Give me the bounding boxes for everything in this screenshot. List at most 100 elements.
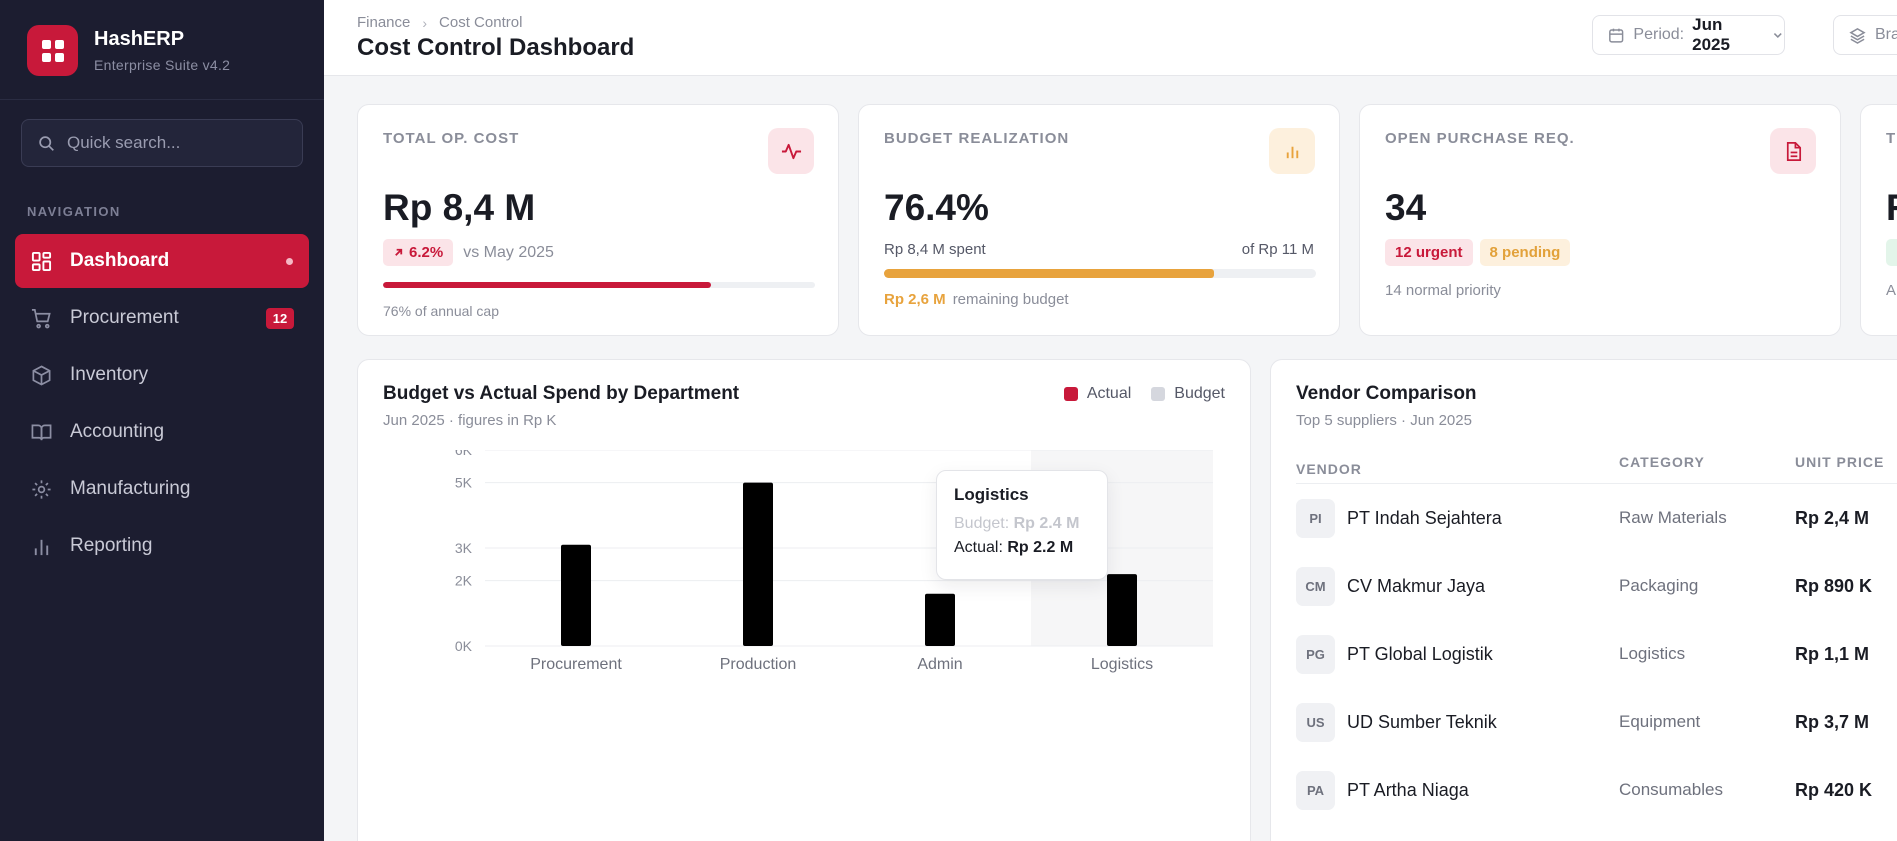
kpi-card-open-purchase[interactable]: OPEN PURCHASE REQ. 34 12 urgent 8 pendin… — [1359, 104, 1841, 336]
bar-chart-icon — [1269, 128, 1315, 174]
table-row[interactable]: PI PT Indah Sejahtera Raw Materials Rp 2,… — [1296, 484, 1897, 552]
breadcrumb: Finance › Cost Control — [357, 14, 522, 31]
brand-subtitle: Enterprise Suite v4.2 — [94, 57, 231, 73]
bar-actual — [561, 544, 591, 646]
x-tick-label: Production — [720, 656, 797, 673]
kpi-label: TOTAL OP. COST — [383, 130, 520, 147]
kpi-value: 34 — [1385, 187, 1427, 228]
chart-tooltip: Logistics Budget: Rp 2.4 M Actual: Rp 2.… — [936, 470, 1108, 580]
nav-heading: NAVIGATION — [27, 204, 121, 219]
nav-item-label: Manufacturing — [70, 478, 191, 499]
vendor-title: Vendor Comparison — [1296, 383, 1477, 404]
search-icon — [39, 135, 54, 151]
layers-icon — [1849, 27, 1866, 44]
vendor-avatar: US — [1296, 702, 1335, 742]
progress-caption: 76% of annual cap — [383, 303, 499, 319]
search-input[interactable] — [67, 133, 287, 153]
sidebar: HashERP Enterprise Suite v4.2 NAVIGATION… — [0, 0, 324, 841]
bar-chart-icon — [34, 539, 49, 555]
annual-cap-progress-bar — [383, 282, 815, 288]
search-box[interactable] — [21, 119, 303, 167]
box-icon — [32, 364, 51, 386]
period-label: Period: — [1633, 26, 1685, 43]
legend-item-actual[interactable]: Actual — [1063, 385, 1131, 403]
kpi-label: T — [1886, 130, 1897, 147]
table-row[interactable]: PA PT Artha Niaga Consumables Rp 420 K — [1296, 756, 1897, 824]
nav-item-dashboard[interactable]: Dashboard — [15, 234, 309, 288]
kpi-value: R — [1886, 187, 1897, 229]
x-tick-label: Logistics — [1091, 656, 1153, 673]
page-title: Cost Control Dashboard — [357, 34, 635, 61]
legend-item-budget[interactable]: Budget — [1151, 385, 1225, 403]
vendor-category: Logistics — [1619, 644, 1686, 663]
procurement-count-badge: 12 — [266, 308, 294, 329]
brand[interactable]: HashERP Enterprise Suite v4.2 — [27, 25, 230, 76]
tooltip-actual-value: Rp 2.2 M — [1007, 539, 1074, 556]
document-icon — [1770, 128, 1816, 174]
tooltip-actual-label: Actual: — [954, 539, 1003, 556]
bar-actual — [1107, 574, 1137, 646]
period-selector[interactable]: Period: Jun 2025 — [1592, 15, 1785, 55]
kpi-card-fourth[interactable]: T R A — [1860, 104, 1897, 336]
vendor-category: Equipment — [1619, 712, 1701, 731]
tooltip-title: Logistics — [954, 485, 1029, 504]
y-tick-label: 5K — [455, 475, 473, 491]
column-header-unit-price[interactable]: UNIT PRICE — [1795, 454, 1885, 470]
vendor-avatar: PA — [1296, 770, 1335, 810]
table-row[interactable]: PG PT Global Logistik Logistics Rp 1,1 M — [1296, 620, 1897, 688]
vendor-price: Rp 420 K — [1795, 779, 1873, 800]
budget-progress-bar — [884, 269, 1316, 278]
vendor-price: Rp 1,1 M — [1795, 643, 1870, 664]
nav-item-reporting[interactable]: Reporting — [15, 519, 309, 573]
top-header: Finance › Cost Control Cost Control Dash… — [324, 0, 1897, 76]
legend-swatch-budget — [1151, 387, 1166, 401]
vendor-price: Rp 890 K — [1795, 575, 1873, 596]
nav-item-inventory[interactable]: Inventory — [15, 348, 309, 402]
kpi-note: A — [1886, 282, 1897, 299]
table-row[interactable]: CM CV Makmur Jaya Packaging Rp 890 K — [1296, 552, 1897, 620]
table-row[interactable]: US UD Sumber Teknik Equipment Rp 3,7 M — [1296, 688, 1897, 756]
chart-subtitle: Jun 2025 · figures in Rp K — [383, 412, 557, 429]
nav-item-manufacturing[interactable]: Manufacturing — [15, 462, 309, 516]
x-tick-label: Procurement — [530, 656, 622, 673]
nav-item-accounting[interactable]: Accounting — [15, 405, 309, 459]
chart-title: Budget vs Actual Spend by Department — [383, 383, 740, 404]
brand-name: HashERP — [94, 28, 185, 50]
vendor-price: Rp 3,7 M — [1795, 711, 1870, 732]
x-tick-label: Admin — [917, 656, 962, 673]
breadcrumb-separator-icon: › — [422, 14, 428, 31]
vendor-avatar: PI — [1296, 498, 1335, 538]
gear-icon — [32, 479, 51, 499]
remaining-value: Rp 2,6 M — [884, 291, 946, 308]
nav-item-label: Procurement — [70, 307, 179, 328]
y-tick-label: 2K — [455, 573, 473, 589]
vendor-avatar: CM — [1296, 566, 1335, 606]
breadcrumb-item-cost-control[interactable]: Cost Control — [439, 14, 523, 31]
kpi-card-budget-realization[interactable]: BUDGET REALIZATION 76.4% Rp 8,4 M spent … — [858, 104, 1340, 336]
table-header: VENDOR CATEGORY UNIT PRICE — [1296, 454, 1897, 484]
vendor-category: Packaging — [1619, 576, 1699, 595]
column-header-category[interactable]: CATEGORY — [1619, 454, 1705, 470]
breadcrumb-item-finance[interactable]: Finance — [357, 14, 411, 31]
vendor-name: PT Indah Sejahtera — [1347, 507, 1502, 528]
kpi-card-total-cost[interactable]: TOTAL OP. COST Rp 8,4 M 6.2% vs May 2025… — [357, 104, 839, 336]
vendor-category: Raw Materials — [1619, 508, 1727, 527]
progress-fill — [383, 282, 712, 288]
column-header-vendor[interactable]: VENDOR — [1296, 460, 1362, 477]
branch-selector[interactable]: Bra — [1833, 15, 1897, 55]
nav-item-label: Accounting — [70, 421, 165, 442]
vendor-table: VENDOR CATEGORY UNIT PRICE PI PT Indah Se… — [1296, 454, 1897, 824]
bar-chart[interactable]: 0K 2K 3K 5K 6K Procurement Production Admin Logi… — [358, 450, 1251, 760]
vendor-avatar: PG — [1296, 634, 1335, 674]
sidebar-divider — [0, 99, 324, 100]
activity-icon — [768, 128, 814, 174]
kpi-label: BUDGET REALIZATION — [884, 130, 1070, 147]
period-value: Jun 2025 — [1692, 15, 1730, 54]
nav-item-procurement[interactable]: Procurement 12 — [15, 291, 309, 345]
kpi-value: 76.4% — [884, 187, 989, 228]
vendor-comparison-card: Vendor Comparison Top 5 suppliers · Jun … — [1270, 359, 1897, 841]
brand-logo-icon — [27, 25, 78, 76]
chart-legend: Actual Budget — [1044, 385, 1225, 403]
vendor-subtitle: Top 5 suppliers · Jun 2025 — [1296, 412, 1472, 429]
status-badge — [1886, 239, 1897, 266]
